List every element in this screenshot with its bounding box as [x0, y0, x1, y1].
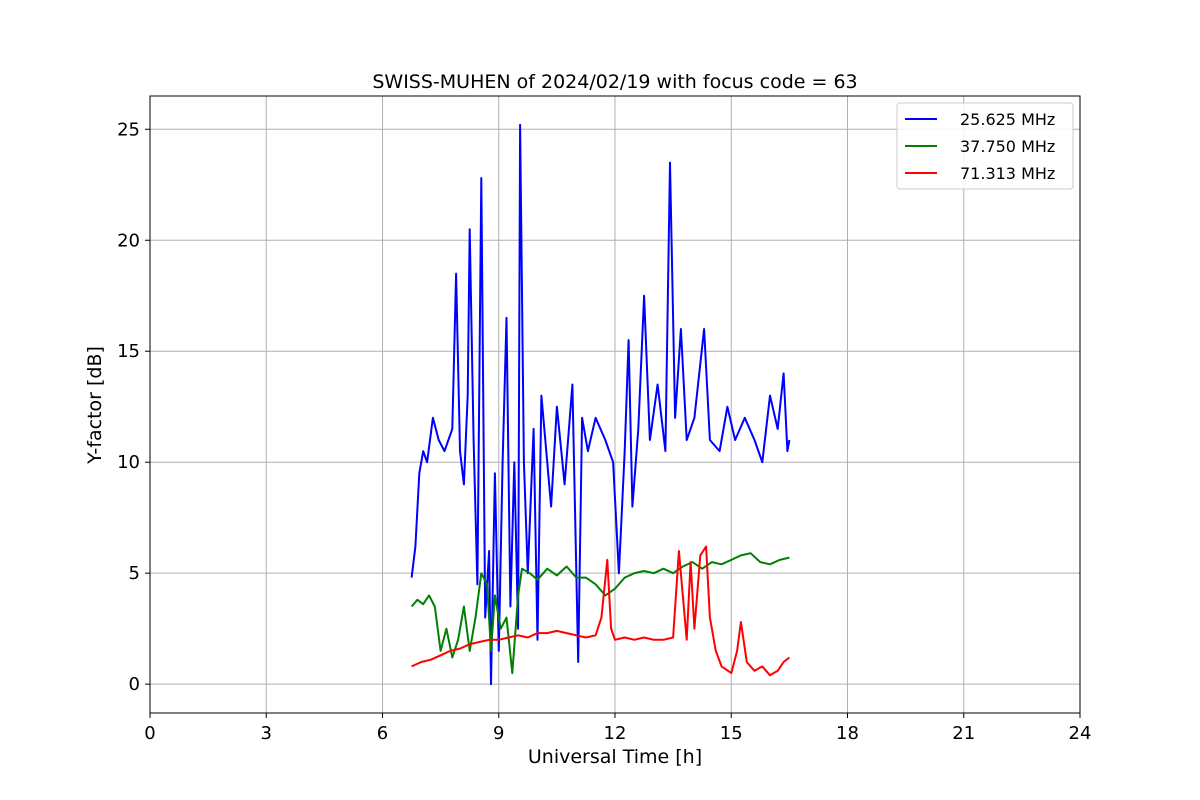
- data-layer: [410, 123, 791, 686]
- legend-label-25mhz: 25.625 MHz: [960, 110, 1055, 129]
- legend-box: [896, 102, 1074, 190]
- chart-title: SWISS-MUHEN of 2024/02/19 with focus cod…: [372, 71, 857, 93]
- y-axis-label: Y-factor [dB]: [84, 346, 106, 465]
- x-tick-label: 3: [261, 723, 272, 744]
- x-tick-label: 15: [720, 723, 743, 744]
- series-line-2: [411, 545, 791, 677]
- legend-label-37mhz: 37.750 MHz: [960, 137, 1055, 156]
- x-tick-label: 18: [836, 723, 859, 744]
- x-tick-label: 6: [377, 723, 388, 744]
- series-line-1: [410, 552, 790, 675]
- legend-label-71mhz: 71.313 MHz: [960, 164, 1055, 183]
- x-tick-label: 21: [952, 723, 975, 744]
- x-tick-label: 24: [1069, 723, 1092, 744]
- x-tick-label: 12: [604, 723, 627, 744]
- tick-layer: 0 3 6 9 12 15 18 21 24 0 5 10 15 20 25: [117, 119, 1091, 744]
- x-tick-label: 0: [144, 723, 155, 744]
- y-tick-label: 15: [117, 341, 140, 362]
- y-tick-label: 0: [129, 674, 140, 695]
- x-tick-label: 9: [493, 723, 504, 744]
- y-tick-label: 10: [117, 452, 140, 473]
- y-tick-label: 25: [117, 119, 140, 140]
- x-axis-label: Universal Time [h]: [528, 746, 702, 768]
- series-line-0: [410, 123, 791, 686]
- y-tick-label: 5: [129, 563, 140, 584]
- y-tick-label: 20: [117, 230, 140, 251]
- legend: 25.625 MHz 37.750 MHz 71.313 MHz: [896, 102, 1074, 190]
